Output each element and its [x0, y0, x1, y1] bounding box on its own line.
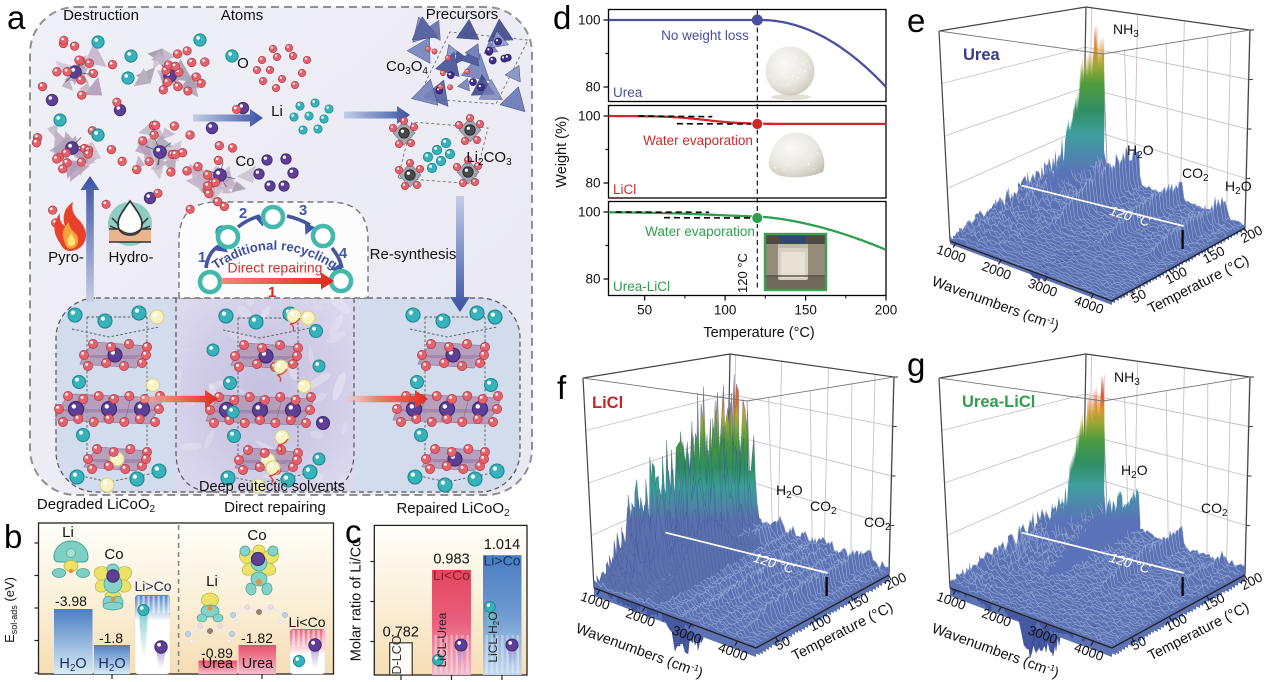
svg-text:Li<Co: Li<Co: [433, 567, 470, 583]
svg-text:NH3: NH3: [1113, 21, 1139, 40]
svg-text:1.014: 1.014: [484, 537, 520, 553]
svg-text:Direct repairing: Direct repairing: [224, 499, 326, 516]
svg-text:100: 100: [578, 205, 601, 220]
svg-text:80: 80: [585, 80, 600, 95]
svg-text:200: 200: [875, 303, 898, 318]
svg-text:Co: Co: [235, 153, 254, 170]
svg-text:1: 1: [268, 284, 276, 301]
svg-text:LiCl: LiCl: [613, 182, 636, 197]
svg-text:50: 50: [1128, 633, 1148, 653]
svg-text:50: 50: [637, 303, 652, 318]
svg-text:Water evaporation: Water evaporation: [643, 133, 753, 148]
svg-text:Li: Li: [62, 524, 74, 541]
svg-text:Li>Co: Li>Co: [484, 553, 521, 569]
svg-text:Molar ratio of Li/Co: Molar ratio of Li/Co: [349, 539, 365, 662]
svg-text:Esol-ads (eV): Esol-ads (eV): [2, 577, 19, 643]
svg-text:150: 150: [794, 303, 817, 318]
svg-text:H2O: H2O: [59, 656, 86, 674]
svg-text:100: 100: [714, 303, 737, 318]
svg-text:CO2: CO2: [1182, 165, 1209, 184]
svg-text:Destruction: Destruction: [63, 7, 139, 24]
svg-text:Temperature (°C): Temperature (°C): [703, 325, 814, 341]
svg-text:0.983: 0.983: [433, 552, 469, 568]
svg-text:Deep eutectic solvents: Deep eutectic solvents: [199, 479, 345, 495]
svg-text:Repaired LiCoO2: Repaired LiCoO2: [396, 500, 510, 519]
svg-text:Li2CO3: Li2CO3: [466, 149, 512, 168]
svg-text:120 °C: 120 °C: [735, 253, 750, 293]
svg-text:Co3O4: Co3O4: [386, 58, 428, 77]
svg-text:-1.8: -1.8: [99, 630, 123, 646]
svg-text:H2O: H2O: [1121, 462, 1148, 481]
svg-text:Degraded LiCoO2: Degraded LiCoO2: [37, 496, 156, 515]
svg-text:Direct repairing: Direct repairing: [228, 260, 323, 276]
svg-text:Weight (%): Weight (%): [554, 116, 570, 187]
svg-text:50: 50: [772, 633, 792, 653]
svg-text:H2O: H2O: [98, 656, 125, 674]
svg-text:3: 3: [299, 202, 307, 219]
svg-text:Urea: Urea: [242, 656, 274, 672]
svg-text:LiCl: LiCl: [592, 394, 623, 412]
svg-text:Li>Co: Li>Co: [135, 578, 172, 594]
svg-text:LiCL-H2O: LiCL-H2O: [486, 611, 501, 662]
svg-text:Atoms: Atoms: [221, 7, 264, 24]
svg-text:-3.98: -3.98: [55, 593, 87, 609]
svg-text:1: 1: [198, 249, 206, 266]
svg-text:Co: Co: [104, 546, 123, 563]
svg-text:Urea: Urea: [202, 656, 234, 672]
svg-text:Li<Co: Li<Co: [289, 614, 326, 630]
svg-text:D-LCO: D-LCO: [390, 635, 404, 674]
svg-text:No weight loss: No weight loss: [661, 28, 749, 43]
svg-text:LiCL-Urea: LiCL-Urea: [435, 612, 449, 667]
svg-text:-0.89: -0.89: [201, 645, 233, 661]
svg-text:H2O: H2O: [1127, 142, 1154, 161]
svg-text:0.782: 0.782: [383, 625, 419, 641]
svg-text:Precursors: Precursors: [426, 6, 499, 23]
svg-text:Pyro-: Pyro-: [48, 249, 84, 266]
svg-text:4: 4: [339, 245, 348, 262]
svg-text:100: 100: [578, 13, 601, 28]
svg-text:100: 100: [578, 109, 601, 124]
svg-text:50: 50: [1128, 286, 1148, 306]
svg-text:Li: Li: [206, 573, 218, 590]
svg-text:CO2: CO2: [1201, 500, 1228, 519]
svg-text:H2O: H2O: [1225, 178, 1252, 197]
svg-text:CO2: CO2: [864, 514, 891, 533]
svg-text:Urea: Urea: [613, 85, 643, 100]
svg-text:Re-synthesis: Re-synthesis: [370, 246, 457, 263]
svg-text:Water evaporation: Water evaporation: [645, 224, 755, 239]
svg-text:H2O: H2O: [776, 482, 803, 501]
svg-text:Co: Co: [247, 527, 266, 544]
svg-text:Urea-LiCl: Urea-LiCl: [613, 279, 670, 294]
svg-text:Urea-LiCl: Urea-LiCl: [962, 393, 1035, 411]
svg-text:80: 80: [585, 176, 600, 191]
svg-text:Hydro-: Hydro-: [108, 249, 153, 266]
svg-text:2: 2: [239, 205, 247, 222]
svg-text:O: O: [237, 55, 249, 72]
svg-text:Urea: Urea: [963, 46, 1001, 64]
svg-text:Li: Li: [271, 103, 283, 120]
svg-text:CO2: CO2: [810, 498, 837, 517]
svg-text:NH3: NH3: [1114, 369, 1140, 388]
svg-text:80: 80: [585, 272, 600, 287]
svg-text:-1.82: -1.82: [241, 630, 273, 646]
